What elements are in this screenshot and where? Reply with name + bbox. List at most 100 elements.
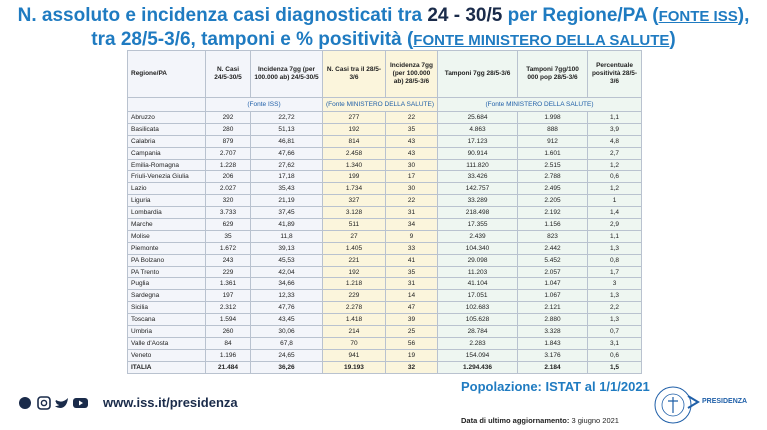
table-cell: 43,45 xyxy=(250,313,323,327)
title-part: FONTE MINISTERO DELLA SALUTE xyxy=(413,32,670,49)
table-cell: 154.094 xyxy=(437,348,519,362)
table-cell: 511 xyxy=(322,218,386,231)
table-cell: Piemonte xyxy=(127,241,206,255)
header-cell: Incidenza 7gg (per 100.000 ab) 28/5-3/6 xyxy=(384,50,439,98)
table-cell: 3,1 xyxy=(587,336,643,350)
table-cell: 33 xyxy=(384,241,439,255)
table-cell: 879 xyxy=(205,134,251,148)
table-cell: 1.047 xyxy=(517,277,589,291)
table-cell: Umbria xyxy=(127,325,206,338)
table-cell: 243 xyxy=(205,253,251,267)
table-cell: 56 xyxy=(384,336,439,350)
table-row: Toscana 1.594 43,45 1.418 39 105.628 2.880 1,3 xyxy=(127,313,643,327)
url[interactable]: www.iss.it/presidenza xyxy=(103,395,238,410)
table-cell: 3.128 xyxy=(322,206,386,220)
table-cell: 197 xyxy=(205,289,251,303)
title-part: FONTE ISS xyxy=(658,8,738,25)
title-part: N. assoluto e incidenza casi diagnostica… xyxy=(17,5,428,26)
table-row: Sicilia 2.312 47,76 2.278 47 102.683 2.121 2,2 xyxy=(127,301,643,315)
table-row: Abruzzo 292 22,72 277 22 25.684 1.998 1,1 xyxy=(127,111,643,124)
table-cell: 27 xyxy=(322,229,386,243)
table-cell: 1,3 xyxy=(587,241,643,255)
table-cell: 2.283 xyxy=(437,336,519,350)
table-row: Valle d'Aosta 84 67,8 70 56 2.283 1.843 3,1 xyxy=(127,336,643,350)
table-cell: 42,04 xyxy=(250,265,323,279)
table-cell: 1.067 xyxy=(517,289,589,303)
table-cell: 229 xyxy=(322,289,386,303)
table-cell: 888 xyxy=(517,122,589,136)
source-cell: (Fonte ISS) xyxy=(205,97,323,112)
table-cell: 1.998 xyxy=(517,111,589,124)
table-cell: 105.628 xyxy=(437,313,519,327)
table-cell: 17 xyxy=(384,170,439,184)
table-cell: 29.098 xyxy=(437,253,519,267)
table-row: Campania 2.707 47,66 2.458 43 90.914 1.601 2,7 xyxy=(127,146,643,160)
table-cell: 24,65 xyxy=(250,348,323,362)
table-cell: 39 xyxy=(384,313,439,327)
table-cell: 111.820 xyxy=(437,158,519,172)
table-cell: 1.734 xyxy=(322,182,386,196)
table-cell: 629 xyxy=(205,218,251,231)
table-cell: Basilicata xyxy=(127,122,206,136)
table-cell: 19 xyxy=(384,348,439,362)
table-cell: 0,6 xyxy=(587,170,643,184)
table-cell: 280 xyxy=(205,122,251,136)
table-cell: 12,33 xyxy=(250,289,323,303)
table-cell: 1.418 xyxy=(322,313,386,327)
table-cell: Emilia-Romagna xyxy=(127,158,206,172)
table-cell: 30 xyxy=(384,182,439,196)
table-cell: 142.757 xyxy=(437,182,519,196)
table-cell: 1.672 xyxy=(205,241,251,255)
table-row: Veneto 1.196 24,65 941 19 154.094 3.176 0,6 xyxy=(127,348,643,362)
table-cell: 277 xyxy=(322,111,386,124)
table-cell: 2.495 xyxy=(517,182,589,196)
header-cell: Tamponi 7gg 28/5-3/6 xyxy=(437,50,519,98)
header-row: Regione/PA N. Casi 24/5-30/5 Incidenza 7gg… xyxy=(127,50,643,98)
table-cell: 320 xyxy=(205,194,251,208)
table-cell: 1,1 xyxy=(587,111,643,124)
table-row: Puglia 1.361 34,66 1.218 31 41.104 1.047 3 xyxy=(127,277,643,291)
table-cell: Campania xyxy=(127,146,206,160)
table-cell: 43 xyxy=(384,146,439,160)
table-cell: 1,3 xyxy=(587,289,643,303)
table-cell: 2.458 xyxy=(322,146,386,160)
table-cell: 2.442 xyxy=(517,241,589,255)
table-row: PA Bolzano 243 45,53 221 41 29.098 5.452 0,8 xyxy=(127,253,643,267)
table-cell: 37,45 xyxy=(250,206,323,220)
table-cell: 22,72 xyxy=(250,111,323,124)
table-cell: 41.104 xyxy=(437,277,519,291)
table-cell: 1.156 xyxy=(517,218,589,231)
table-cell: 2.278 xyxy=(322,301,386,315)
table-cell: Lazio xyxy=(127,182,206,196)
header-cell: Tamponi 7gg/100 000 pop 28/5-3/6 xyxy=(517,50,589,98)
table-cell: 47 xyxy=(384,301,439,315)
table-cell: 5.452 xyxy=(517,253,589,267)
table-cell: 1.361 xyxy=(205,277,251,291)
table-cell: 814 xyxy=(322,134,386,148)
table-cell: Calabria xyxy=(127,134,206,148)
table-cell: 218.498 xyxy=(437,206,519,220)
table-cell: 46,81 xyxy=(250,134,323,148)
table-row: Calabria 879 46,81 814 43 17.123 912 4,8 xyxy=(127,134,643,148)
table-cell: 33.426 xyxy=(437,170,519,184)
table-cell: 28.784 xyxy=(437,325,519,338)
table-cell: 192 xyxy=(322,122,386,136)
update-date: 3 giugno 2021 xyxy=(571,416,619,425)
table-cell: 34,66 xyxy=(250,277,323,291)
table-cell: 30,06 xyxy=(250,325,323,338)
table-cell: 3.733 xyxy=(205,206,251,220)
table-cell: 2.707 xyxy=(205,146,251,160)
table-row: Emilia-Romagna 1.228 27,62 1.340 30 111.820 2.… xyxy=(127,158,643,172)
table-cell: Marche xyxy=(127,218,206,231)
table-cell: 51,13 xyxy=(250,122,323,136)
table-cell: 102.683 xyxy=(437,301,519,315)
logo-text: PRESIDENZA xyxy=(702,398,748,405)
population-note: Popolazione: ISTAT al 1/1/2021 xyxy=(461,379,650,394)
table-row: Sardegna 197 12,33 229 14 17.051 1.067 1,3 xyxy=(127,289,643,303)
table-cell: 21.484 xyxy=(205,360,251,374)
table-cell: 4,8 xyxy=(587,134,643,148)
table-cell: Sicilia xyxy=(127,301,206,315)
table-row: PA Trento 229 42,04 192 35 11.203 2.057 1,7 xyxy=(127,265,643,279)
table-cell: 1.218 xyxy=(322,277,386,291)
